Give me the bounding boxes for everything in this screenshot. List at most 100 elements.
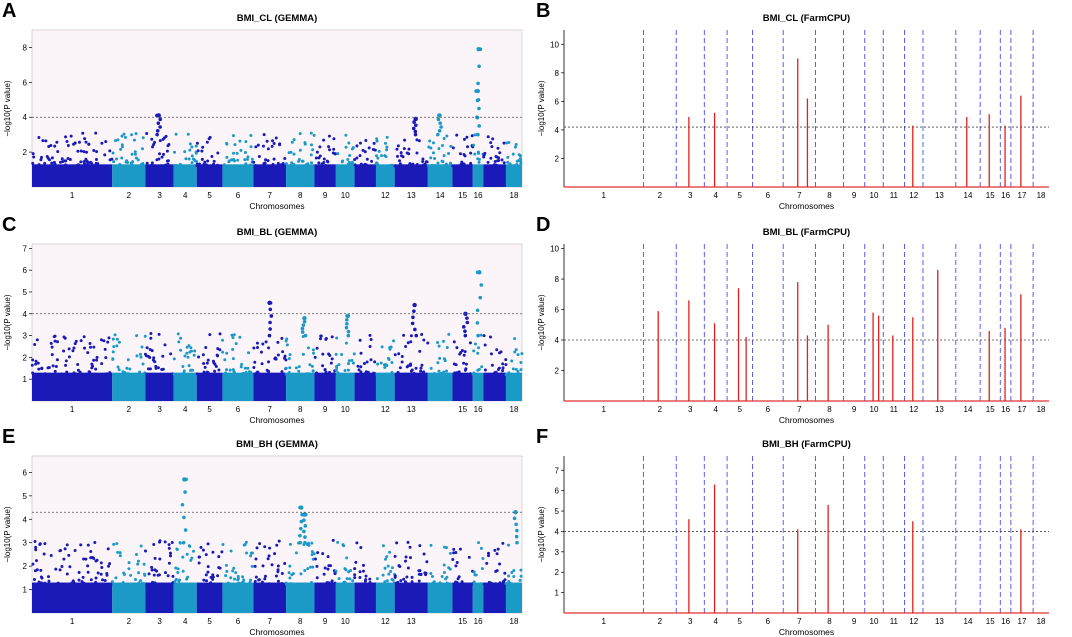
- snp-point: [311, 348, 315, 352]
- snp-point: [74, 339, 78, 343]
- chromosome-label: 17: [1018, 405, 1027, 414]
- snp-point: [442, 563, 446, 567]
- chromosome-label: 5: [738, 617, 743, 626]
- snp-point: [229, 549, 233, 553]
- snp-point: [299, 526, 303, 531]
- snp-point: [274, 136, 278, 140]
- snp-point: [190, 154, 194, 158]
- snp-point: [381, 544, 385, 548]
- snp-point: [168, 554, 172, 558]
- y-tick-label: 6: [23, 468, 28, 477]
- snp-point: [120, 134, 124, 138]
- snp-point: [268, 320, 272, 325]
- snp-point: [350, 147, 354, 151]
- snp-point: [478, 295, 483, 300]
- snp-point: [425, 560, 429, 564]
- snp-point: [385, 579, 389, 583]
- snp-point: [472, 570, 476, 574]
- snp-point: [266, 372, 270, 376]
- snp-point: [89, 578, 93, 582]
- snp-point: [188, 148, 192, 152]
- y-tick-label: 8: [555, 69, 560, 78]
- snp-point: [309, 583, 313, 587]
- snp-point: [126, 358, 130, 362]
- snp-point: [51, 364, 55, 368]
- snp-point: [387, 358, 391, 362]
- y-axis-label: −log10(P value): [537, 294, 546, 350]
- chromosome-label: 13: [935, 617, 944, 626]
- y-axis-label: −log10(P value): [3, 294, 12, 350]
- snp-point: [197, 355, 201, 359]
- chromosome-label: 6: [766, 405, 771, 414]
- snp-point: [43, 161, 47, 165]
- snp-point: [200, 149, 204, 153]
- snp-point: [292, 152, 296, 156]
- snp-point: [455, 371, 459, 375]
- snp-point: [211, 577, 215, 581]
- snp-point: [143, 549, 147, 553]
- chart-svg: BMI_CL (GEMMA) 2 4 6 8 −log10(P value) Chromos…: [3, 13, 523, 211]
- snp-point: [175, 548, 179, 552]
- snp-point: [120, 156, 124, 160]
- snp-point: [266, 147, 270, 151]
- snp-point: [429, 583, 433, 587]
- chart-panel-b: B BMI_CL (FarmCPU) 2 4 6 8 10 −log10(P value) Ch…: [534, 0, 1054, 211]
- snp-point: [256, 345, 260, 349]
- snp-point: [475, 132, 480, 137]
- y-tick-label: 4: [23, 113, 28, 122]
- snp-point: [506, 160, 510, 164]
- snp-point: [270, 583, 274, 587]
- snp-point: [276, 161, 280, 165]
- snp-band: [505, 164, 522, 187]
- snp-point: [307, 541, 311, 545]
- snp-point: [290, 161, 294, 165]
- snp-point: [458, 152, 462, 156]
- snp-point: [327, 145, 331, 149]
- snp-point: [190, 556, 194, 560]
- snp-point: [158, 139, 162, 143]
- snp-point: [127, 561, 131, 565]
- snp-point: [132, 138, 136, 142]
- snp-point: [375, 139, 379, 143]
- snp-point: [486, 135, 490, 139]
- snp-point: [254, 145, 258, 149]
- snp-point: [245, 157, 249, 161]
- snp-point: [116, 138, 120, 142]
- snp-point: [261, 144, 265, 148]
- snp-point: [335, 583, 339, 587]
- snp-point: [148, 356, 152, 360]
- snp-point: [465, 320, 470, 325]
- snp-point: [170, 541, 174, 545]
- snp-point: [372, 164, 376, 168]
- snp-point: [238, 139, 242, 143]
- snp-point: [163, 540, 167, 544]
- snp-point: [421, 160, 425, 164]
- snp-point: [86, 564, 90, 568]
- snp-point: [454, 564, 458, 568]
- snp-point: [492, 164, 496, 168]
- snp-point: [332, 372, 336, 376]
- chromosome-label: 15: [458, 617, 467, 626]
- snp-point: [179, 164, 183, 168]
- snp-point: [179, 348, 183, 352]
- snp-point: [129, 164, 133, 168]
- snp-point: [415, 163, 419, 167]
- snp-point: [115, 344, 119, 348]
- snp-point: [298, 540, 303, 545]
- snp-point: [103, 347, 107, 351]
- chromosome-label: 6: [766, 617, 771, 626]
- snp-point: [463, 368, 467, 372]
- snp-point: [47, 579, 51, 583]
- snp-band: [483, 372, 506, 401]
- snp-point: [263, 583, 267, 587]
- snp-point: [125, 366, 129, 370]
- snp-band: [222, 164, 254, 187]
- snp-point: [164, 571, 168, 575]
- snp-point: [399, 151, 403, 155]
- snp-point: [420, 363, 424, 367]
- snp-point: [94, 367, 98, 371]
- snp-point: [422, 552, 426, 556]
- chromosome-label: 5: [207, 617, 212, 626]
- snp-point: [204, 579, 208, 583]
- snp-point: [202, 162, 206, 166]
